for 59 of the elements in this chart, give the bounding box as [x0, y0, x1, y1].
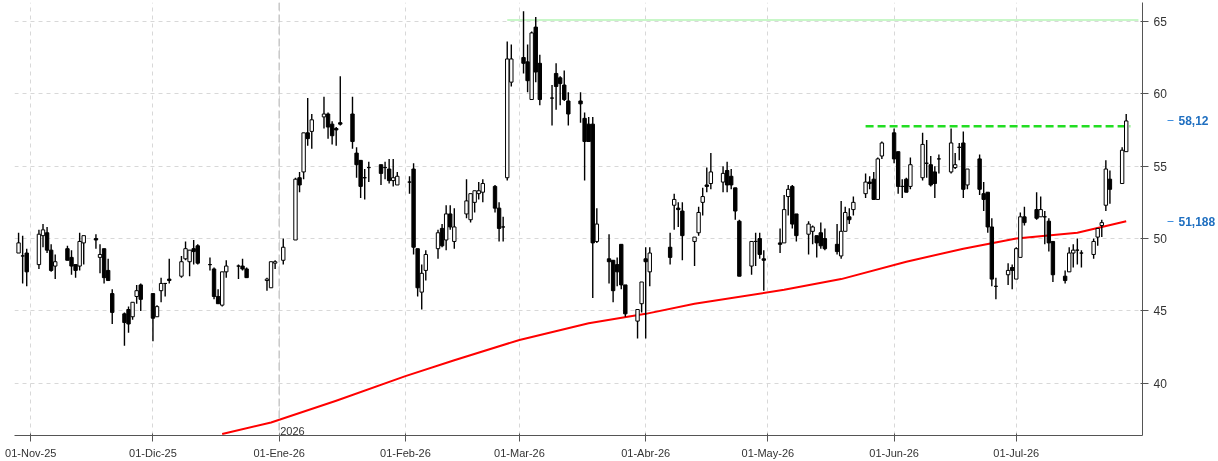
candlestick — [814, 234, 819, 259]
ref-line-label: 2026 — [280, 424, 305, 437]
candlestick — [908, 156, 913, 191]
text: 58,12 — [1178, 114, 1209, 129]
candlestick — [53, 253, 58, 280]
y-tick-label: 60 — [1153, 87, 1168, 102]
candlestick — [122, 311, 127, 347]
x-tick-label: 01-Feb-26 — [380, 446, 431, 459]
text: 51,188 — [1178, 214, 1216, 229]
candlestick — [1107, 169, 1113, 205]
x-tick-label: 01-Dic-25 — [129, 446, 177, 459]
y-tick-label: 65 — [1153, 14, 1168, 29]
candlestick — [667, 232, 673, 266]
x-tick-label: 01-Abr-26 — [621, 446, 671, 459]
candlestick — [724, 161, 730, 193]
candlestick — [338, 75, 343, 127]
candlestick — [863, 172, 868, 199]
x-tick-label: 01-Mar-26 — [494, 446, 545, 459]
candlestick — [158, 276, 164, 303]
candlestick — [692, 236, 697, 267]
candlestick — [1071, 243, 1076, 269]
candlestick — [1005, 262, 1011, 286]
candlestick — [97, 243, 103, 275]
x-tick-label: 01-Jun-26 — [869, 446, 919, 459]
y-tick-label: 55 — [1153, 159, 1168, 174]
y-tick-label: 45 — [1153, 304, 1168, 319]
candlestick — [321, 95, 327, 130]
x-tick-label: 01-Jul-26 — [993, 446, 1040, 459]
candlestick — [386, 158, 392, 185]
candlestick — [822, 227, 828, 251]
candlestick — [1091, 237, 1096, 260]
y-tick-label: 50 — [1153, 232, 1168, 247]
candlestick — [81, 234, 86, 266]
candlestick — [557, 75, 563, 107]
candlestick — [191, 239, 196, 266]
x-tick-label: 01-Nov-25 — [5, 446, 57, 459]
candlestick — [1034, 191, 1039, 221]
candlestick — [69, 249, 74, 276]
x-tick-label: 01-Ene-26 — [253, 446, 305, 459]
candlestick — [195, 243, 200, 266]
candlestick — [834, 223, 840, 256]
candlestick — [281, 237, 286, 266]
candlestick — [806, 220, 811, 256]
candlestick — [110, 288, 115, 325]
candlestick — [643, 246, 648, 340]
candlestick — [708, 152, 714, 191]
candlestick — [464, 178, 469, 219]
candlestick — [167, 258, 172, 285]
candlestick — [672, 192, 677, 231]
x-tick-label: 01-May-26 — [741, 446, 795, 459]
candlestick — [378, 163, 384, 186]
candlestick — [334, 126, 339, 147]
y-tick-label: 40 — [1153, 376, 1168, 391]
candlestick — [138, 282, 143, 312]
candlestick — [93, 233, 99, 250]
candlestick — [720, 165, 726, 193]
candlestick — [635, 308, 640, 340]
line-series — [221, 220, 1128, 436]
candlestick — [452, 207, 457, 250]
